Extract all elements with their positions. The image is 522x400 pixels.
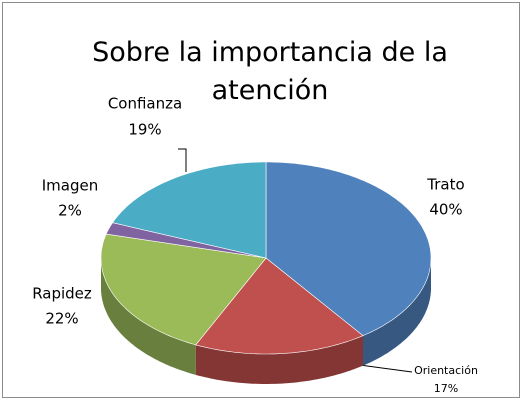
pie-slice [195, 257, 364, 355]
slice-label: Confianza [108, 95, 182, 113]
chart-title: Sobre la importancia de la atención [92, 37, 448, 106]
pie-slice-side [363, 258, 431, 366]
value-label: 17% [434, 382, 458, 395]
pie-slice [112, 161, 267, 259]
value-label: 40% [429, 201, 462, 219]
value-label: 19% [128, 121, 161, 139]
pie-slice-side [195, 335, 363, 384]
leader-line [178, 148, 187, 172]
slice-label: Trato [426, 176, 464, 194]
pie-sides [101, 258, 431, 384]
slice-label: Imagen [42, 177, 98, 195]
pie-slice-side [101, 258, 196, 375]
pie-slice [105, 222, 267, 259]
slice-label: Rapidez [32, 285, 92, 303]
slice-label: Orientación [414, 364, 478, 377]
pie-slice [100, 233, 267, 346]
value-label: 22% [45, 310, 78, 328]
pie-slice [265, 161, 432, 337]
pie-tops [100, 161, 432, 355]
value-label: 2% [58, 202, 82, 220]
